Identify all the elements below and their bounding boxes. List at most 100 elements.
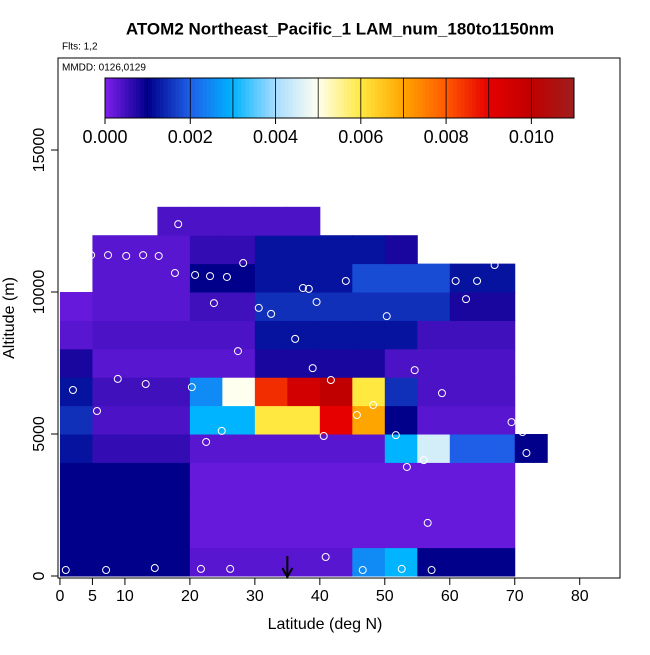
heatmap-cell xyxy=(189,405,223,435)
x-axis-label: Latitude (deg N) xyxy=(268,616,383,633)
subtitle: Flts: 1,2 xyxy=(62,42,98,53)
plot-frame xyxy=(57,57,621,579)
heatmap-cell xyxy=(157,434,191,463)
x-tick-label: 20 xyxy=(181,588,199,605)
heatmap-cell xyxy=(514,434,548,463)
heatmap-cell xyxy=(222,235,256,265)
colorbar-swatch xyxy=(362,78,368,118)
colorbar-swatch xyxy=(237,78,243,118)
heatmap-cell xyxy=(157,292,191,321)
observation-point xyxy=(490,261,499,270)
heatmap-cell xyxy=(59,519,93,549)
colorbar-swatch xyxy=(488,78,493,118)
heatmap-cell xyxy=(124,292,158,321)
observation-point xyxy=(358,566,367,575)
heatmap-cell xyxy=(222,377,256,407)
observation-point xyxy=(410,366,419,375)
observation-point xyxy=(102,566,111,575)
heatmap-cell xyxy=(157,348,191,378)
observation-point xyxy=(141,380,150,389)
colorbar-swatch xyxy=(359,78,364,118)
heatmap-cell xyxy=(449,377,483,407)
heatmap-cell xyxy=(482,462,516,492)
heatmap-cell xyxy=(352,320,386,350)
observation-point xyxy=(226,564,235,573)
y-tick-label: 15000 xyxy=(31,128,48,173)
heatmap-cell xyxy=(92,348,126,378)
colorbar-swatch xyxy=(163,78,169,118)
colorbar-swatch xyxy=(527,78,532,118)
heatmap-cell xyxy=(449,263,483,293)
heatmap-cell xyxy=(189,292,223,321)
colorbar-swatch xyxy=(405,78,411,118)
observation-point xyxy=(191,270,200,279)
heatmap-cell xyxy=(222,320,256,350)
heatmap-cell xyxy=(222,263,256,293)
heatmap-cell xyxy=(157,490,191,520)
heatmap-cell xyxy=(482,490,516,520)
x-tick-label: 60 xyxy=(441,588,459,605)
observation-point xyxy=(518,428,527,437)
heatmap-cell xyxy=(124,263,158,293)
observation-point xyxy=(104,251,113,260)
colorbar-swatch xyxy=(554,78,559,118)
heatmap-cell xyxy=(384,519,418,549)
heatmap-cell xyxy=(92,263,126,293)
heatmap-cell xyxy=(222,206,256,236)
heatmap-cell xyxy=(482,547,516,577)
heatmap-cell xyxy=(287,292,321,321)
colorbar-swatch xyxy=(335,78,340,118)
heatmap-cell xyxy=(254,292,288,321)
observation-point xyxy=(202,437,211,446)
heatmap-cell xyxy=(352,235,386,265)
heatmap-cell xyxy=(384,377,418,407)
observation-point xyxy=(341,276,350,285)
heatmap-cell xyxy=(449,547,483,577)
chart-title: ATOM2 Northeast_Pacific_1 LAM_num_180to1… xyxy=(126,19,554,38)
heatmap-cell xyxy=(59,348,93,378)
colorbar-swatch xyxy=(550,78,555,118)
observation-point xyxy=(507,418,516,427)
heatmap-cell xyxy=(384,462,418,492)
colorbar-swatch xyxy=(183,78,188,118)
colorbar-swatch xyxy=(284,78,290,118)
colorbar-swatch xyxy=(175,78,180,118)
heatmap-cell xyxy=(449,519,483,549)
heatmap-cell xyxy=(189,235,223,265)
colorbar-swatch xyxy=(511,78,516,118)
colorbar-swatch xyxy=(128,78,133,118)
heatmap-cell xyxy=(384,490,418,520)
heatmap-cell xyxy=(319,292,353,321)
colorbar-swatch xyxy=(445,78,450,118)
colorbar-swatch xyxy=(402,78,407,118)
heatmap-cell xyxy=(384,547,418,577)
colorbar-swatch xyxy=(167,78,172,118)
heatmap-cell xyxy=(222,490,256,520)
heatmap-cell xyxy=(449,348,483,378)
heatmap-cell xyxy=(319,320,353,350)
observation-point xyxy=(382,312,391,321)
colorbar-swatch xyxy=(382,78,387,118)
observation-point xyxy=(196,564,205,573)
colorbar-swatch xyxy=(343,78,348,118)
colorbar-swatch xyxy=(179,78,184,118)
heatmap-cell xyxy=(92,434,126,463)
colorbar-swatch xyxy=(144,78,149,118)
y-tick-label: 10000 xyxy=(31,270,48,315)
colorbar-swatch xyxy=(187,78,192,118)
y-axis-label: Altitude (m) xyxy=(1,277,18,359)
heatmap-cell xyxy=(92,405,126,435)
colorbar-swatch xyxy=(355,78,360,118)
heatmap-cell xyxy=(287,490,321,520)
observation-point xyxy=(233,347,242,356)
heatmap-cell xyxy=(254,235,288,265)
colorbar-swatch xyxy=(155,78,161,118)
heatmap-cell xyxy=(59,490,93,520)
heatmap-cell xyxy=(157,405,191,435)
colorbar-swatch xyxy=(484,78,489,118)
heatmap-cell xyxy=(222,547,256,577)
heatmap-cell xyxy=(482,263,516,293)
colorbar-swatch xyxy=(261,78,266,118)
observation-point xyxy=(267,309,276,318)
